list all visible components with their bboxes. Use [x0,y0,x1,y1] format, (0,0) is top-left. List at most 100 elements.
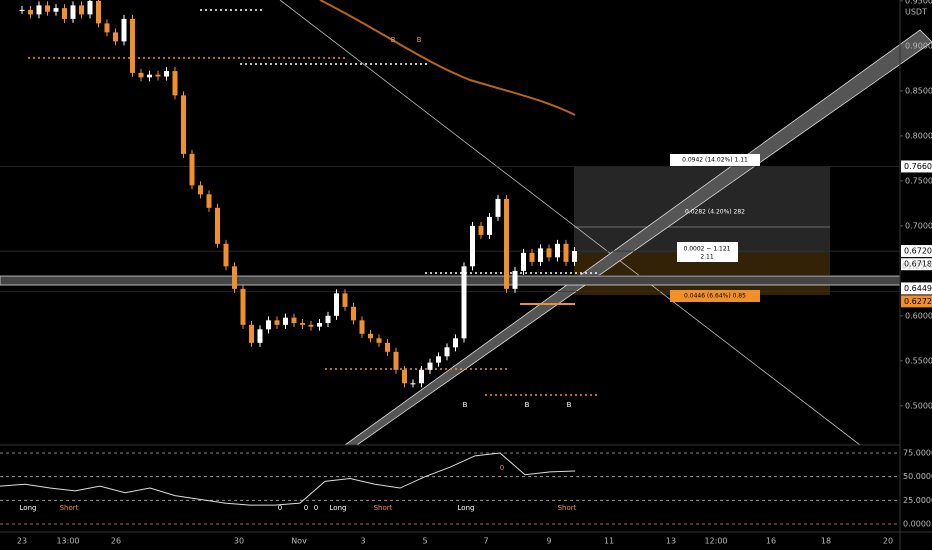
candle [291,317,297,324]
candle [138,72,144,78]
y-tick-label: 75.0000 [903,449,932,458]
x-tick-label: 16 [766,537,776,546]
candle [572,251,577,262]
candle [70,5,76,19]
measure-label: 2.11 [700,254,714,261]
y-tick-label: 0.0000 [903,520,931,529]
signal-label: B [463,401,468,409]
candle [240,288,246,325]
candle [402,369,407,384]
candle [351,306,356,321]
measure-box [677,242,738,262]
x-tick-label: 30 [234,537,244,546]
candle [121,18,127,42]
candle [308,324,314,327]
candle [317,323,322,327]
x-tick-label: 12:00 [704,537,727,546]
price-label: 0.6449 [904,284,932,293]
signal-label: Short [374,504,393,512]
candle [62,8,67,19]
price-label: 0.6272 [904,297,932,306]
candle [419,369,424,384]
y-tick-label: 0.6000 [905,311,932,320]
candle [266,320,271,330]
x-tick-label: 7 [483,537,488,546]
candle [453,338,458,348]
candle [206,194,212,208]
measure-zone-up [574,167,830,253]
candle [470,225,475,267]
candle [487,216,492,235]
candle [444,347,450,357]
candle [113,32,118,42]
candle [478,225,484,235]
candle [563,243,569,262]
signal-label: B [567,401,572,409]
candle [546,248,552,258]
signal-label: B [417,36,422,44]
candle [181,95,186,154]
candle [385,342,390,352]
signal-label: 0 [314,504,318,512]
candle [130,18,135,73]
candle [504,198,509,289]
candle [79,5,84,15]
candle [96,0,101,24]
signal-label: Short [558,504,577,512]
candle [189,153,195,186]
y-tick-label: 0.8000 [905,131,932,140]
candle [461,266,467,339]
candle [359,320,365,334]
candle [249,324,254,343]
candle [147,74,152,78]
signal-label: Short [60,504,79,512]
candle [198,185,203,195]
y-tick-label: 50.0000 [903,472,932,481]
candle [87,0,93,15]
signal-label: B [525,401,530,409]
signal-label: Long [330,504,347,512]
x-tick-label: Nov [291,537,307,546]
x-tick-label: 20 [883,537,893,546]
levels [28,9,600,396]
x-tick-label: 11 [604,537,614,546]
signal-label: B [391,36,396,44]
y-tick-label: 0.8500 [905,86,932,95]
candle [45,5,50,12]
candle [555,243,560,258]
measure-label: 0.0002 ~ 1.121 [683,246,730,253]
candle [368,333,373,339]
price-label-box [901,282,932,295]
price-label-box [901,160,932,173]
candle [300,323,305,325]
signal-label: Long [458,504,475,512]
candle [19,9,25,11]
x-tick-label: 5 [422,537,427,546]
support-band [0,275,901,286]
price-label-box [901,258,932,271]
candle [28,9,33,15]
candle [172,71,178,96]
candle [376,338,382,343]
y-tick-label: 0.9500 [905,0,932,5]
y-tick-label: 0.7500 [905,176,932,185]
candle [495,198,501,217]
candle [410,383,416,385]
candle [436,356,441,363]
signal-label: 0 [304,504,308,512]
candle [257,329,263,343]
candle [512,270,518,289]
quote-label: USDT [905,8,927,17]
candle [274,320,280,325]
price-label: 0.6718 [904,260,932,269]
candle [521,252,526,271]
x-tick-label: 3 [360,537,365,546]
y-tick-label: 0.9000 [905,41,932,50]
candle [427,362,433,370]
y-tick-label: 0.7000 [905,221,932,230]
signal-label: 0 [278,504,282,512]
x-tick-label: 9 [546,537,551,546]
measure-box [670,290,760,302]
moving-average [319,0,576,116]
